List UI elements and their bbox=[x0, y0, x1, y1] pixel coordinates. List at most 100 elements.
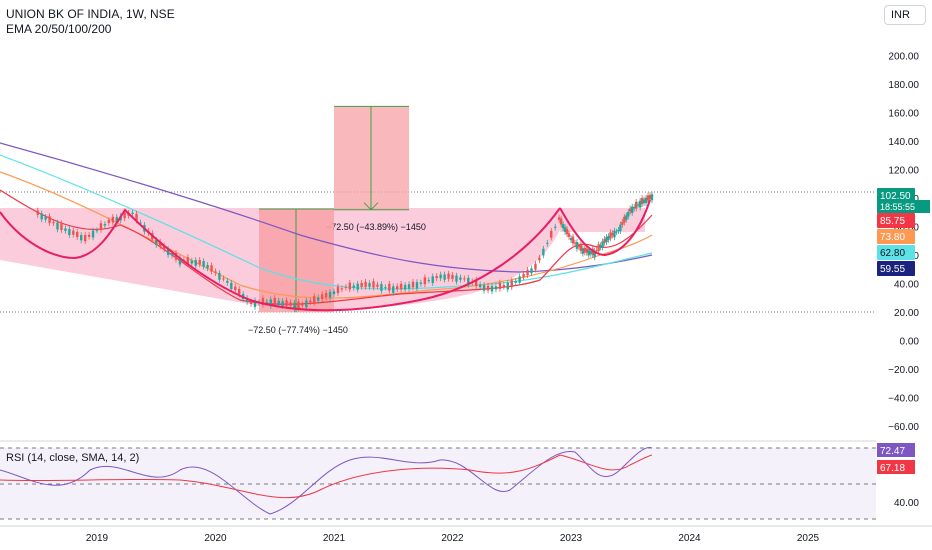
candle-body bbox=[636, 204, 640, 206]
candle-body bbox=[186, 257, 190, 264]
candle-body bbox=[435, 276, 438, 279]
candle-body bbox=[139, 222, 142, 224]
candle-body bbox=[324, 292, 328, 298]
candle-body bbox=[447, 273, 450, 279]
candle-body bbox=[392, 286, 395, 293]
candle-body bbox=[135, 213, 138, 221]
candle-body bbox=[202, 261, 205, 267]
candle-body bbox=[482, 284, 486, 291]
ema200-label-box bbox=[877, 261, 915, 276]
candle-body bbox=[107, 219, 111, 223]
candle-body bbox=[623, 216, 626, 223]
candle-body bbox=[510, 280, 513, 288]
candle-body bbox=[301, 304, 304, 306]
candle-body bbox=[597, 244, 600, 251]
candle-body bbox=[625, 215, 628, 220]
candle-body bbox=[293, 302, 296, 310]
candle-body bbox=[621, 221, 624, 225]
candle-body bbox=[253, 300, 257, 307]
candle-body bbox=[372, 281, 375, 288]
candle-body bbox=[550, 230, 553, 238]
candle-body bbox=[589, 251, 592, 254]
candle-body bbox=[178, 257, 182, 265]
candle-body bbox=[554, 226, 557, 228]
x-tick-label: 2020 bbox=[204, 533, 227, 544]
candle-body bbox=[518, 276, 521, 283]
ema200-label: 59.55 bbox=[880, 264, 905, 275]
candle-body bbox=[633, 206, 636, 209]
candle-body bbox=[648, 195, 652, 200]
candle-body bbox=[526, 269, 529, 276]
candle-body bbox=[317, 297, 320, 301]
candle-body bbox=[419, 282, 423, 284]
candle-body bbox=[234, 286, 237, 291]
last-price-label: 102.50 bbox=[880, 191, 911, 202]
candle-body bbox=[581, 248, 585, 254]
candle-body bbox=[245, 297, 249, 303]
candle-body bbox=[565, 228, 569, 235]
ema100-line bbox=[0, 154, 653, 290]
candle-body bbox=[427, 280, 430, 282]
indicator-title: EMA 20/50/100/200 bbox=[6, 22, 112, 36]
candle-body bbox=[514, 280, 517, 283]
candle-body bbox=[72, 230, 75, 235]
candle-body bbox=[206, 265, 209, 269]
candle-body bbox=[629, 208, 632, 212]
y-tick-label: 120.00 bbox=[888, 166, 919, 177]
candle-body bbox=[313, 296, 316, 303]
candle-body bbox=[563, 227, 567, 232]
candle-body bbox=[542, 248, 545, 256]
candle-body bbox=[83, 235, 87, 242]
candle-body bbox=[226, 280, 229, 283]
candle-body bbox=[60, 223, 63, 230]
y-tick-label: −40.00 bbox=[888, 394, 919, 405]
candle-body bbox=[340, 288, 344, 290]
candle-body bbox=[490, 285, 494, 292]
candle-body bbox=[439, 274, 442, 279]
candle-body bbox=[567, 233, 571, 237]
candle-body bbox=[305, 300, 308, 308]
candle-body bbox=[399, 283, 403, 290]
y-tick-label: −60.00 bbox=[888, 422, 919, 433]
candle-body bbox=[396, 286, 399, 290]
ema50-label: 73.80 bbox=[880, 232, 905, 243]
candle-body bbox=[344, 286, 348, 288]
candle-body bbox=[166, 248, 170, 255]
candle-body bbox=[198, 259, 201, 265]
candle-body bbox=[601, 241, 604, 248]
candle-body bbox=[627, 212, 630, 217]
candle-body bbox=[328, 291, 332, 298]
y-tick-label: 180.00 bbox=[888, 80, 919, 91]
candle-body bbox=[498, 282, 502, 290]
candle-body bbox=[583, 247, 587, 253]
candle-body bbox=[352, 285, 355, 288]
rsi-ma-box bbox=[877, 460, 915, 474]
measure-label-lower: −72.50 (−77.74%) −1450 bbox=[248, 325, 348, 335]
candle-body bbox=[384, 287, 387, 289]
x-tick-label: 2025 bbox=[797, 533, 820, 544]
candle-body bbox=[194, 260, 197, 266]
candle-body bbox=[569, 238, 573, 241]
candle-body bbox=[40, 213, 43, 220]
candle-body bbox=[277, 300, 280, 305]
candle-body bbox=[546, 242, 549, 244]
candle-body bbox=[486, 285, 490, 291]
candle-body bbox=[530, 268, 533, 274]
candle-body bbox=[644, 197, 648, 204]
candle-body bbox=[238, 288, 241, 295]
x-tick-label: 2024 bbox=[678, 533, 701, 544]
ema100-label: 62.80 bbox=[880, 248, 905, 259]
candle-body bbox=[348, 282, 351, 290]
currency-button[interactable]: INR bbox=[884, 5, 926, 25]
candle-body bbox=[613, 230, 616, 238]
candle-body bbox=[534, 263, 537, 270]
y-tick-label: 160.00 bbox=[888, 109, 919, 120]
candle-body bbox=[615, 231, 618, 233]
candle-body bbox=[561, 224, 565, 229]
handle-outline bbox=[559, 199, 651, 257]
candle-body bbox=[95, 230, 99, 232]
candle-body bbox=[611, 233, 614, 236]
candle-body bbox=[587, 249, 590, 256]
candle-body bbox=[403, 284, 407, 290]
